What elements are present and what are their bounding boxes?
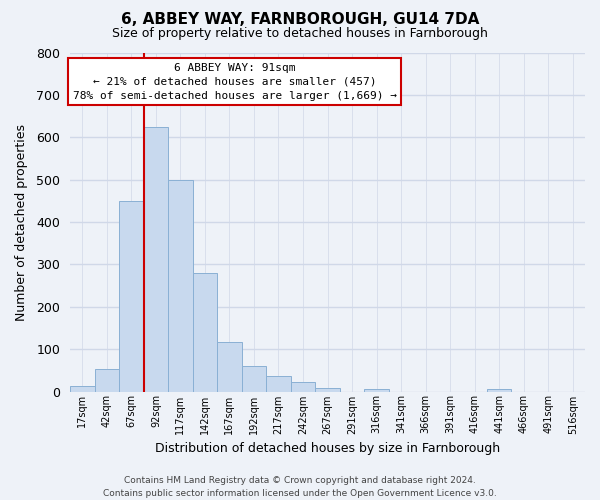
- Y-axis label: Number of detached properties: Number of detached properties: [15, 124, 28, 320]
- Bar: [95, 370, 119, 392]
- Bar: [487, 390, 511, 392]
- Text: Size of property relative to detached houses in Farnborough: Size of property relative to detached ho…: [112, 28, 488, 40]
- Text: 6, ABBEY WAY, FARNBOROUGH, GU14 7DA: 6, ABBEY WAY, FARNBOROUGH, GU14 7DA: [121, 12, 479, 28]
- Bar: [143, 126, 168, 392]
- X-axis label: Distribution of detached houses by size in Farnborough: Distribution of detached houses by size …: [155, 442, 500, 455]
- Bar: [119, 201, 143, 392]
- Bar: [291, 382, 315, 392]
- Text: 6 ABBEY WAY: 91sqm
← 21% of detached houses are smaller (457)
78% of semi-detach: 6 ABBEY WAY: 91sqm ← 21% of detached hou…: [73, 62, 397, 100]
- Bar: [266, 376, 291, 392]
- Text: Contains HM Land Registry data © Crown copyright and database right 2024.
Contai: Contains HM Land Registry data © Crown c…: [103, 476, 497, 498]
- Bar: [168, 180, 193, 392]
- Bar: [217, 342, 242, 392]
- Bar: [70, 386, 95, 392]
- Bar: [193, 273, 217, 392]
- Bar: [364, 388, 389, 392]
- Bar: [315, 388, 340, 392]
- Bar: [242, 366, 266, 392]
